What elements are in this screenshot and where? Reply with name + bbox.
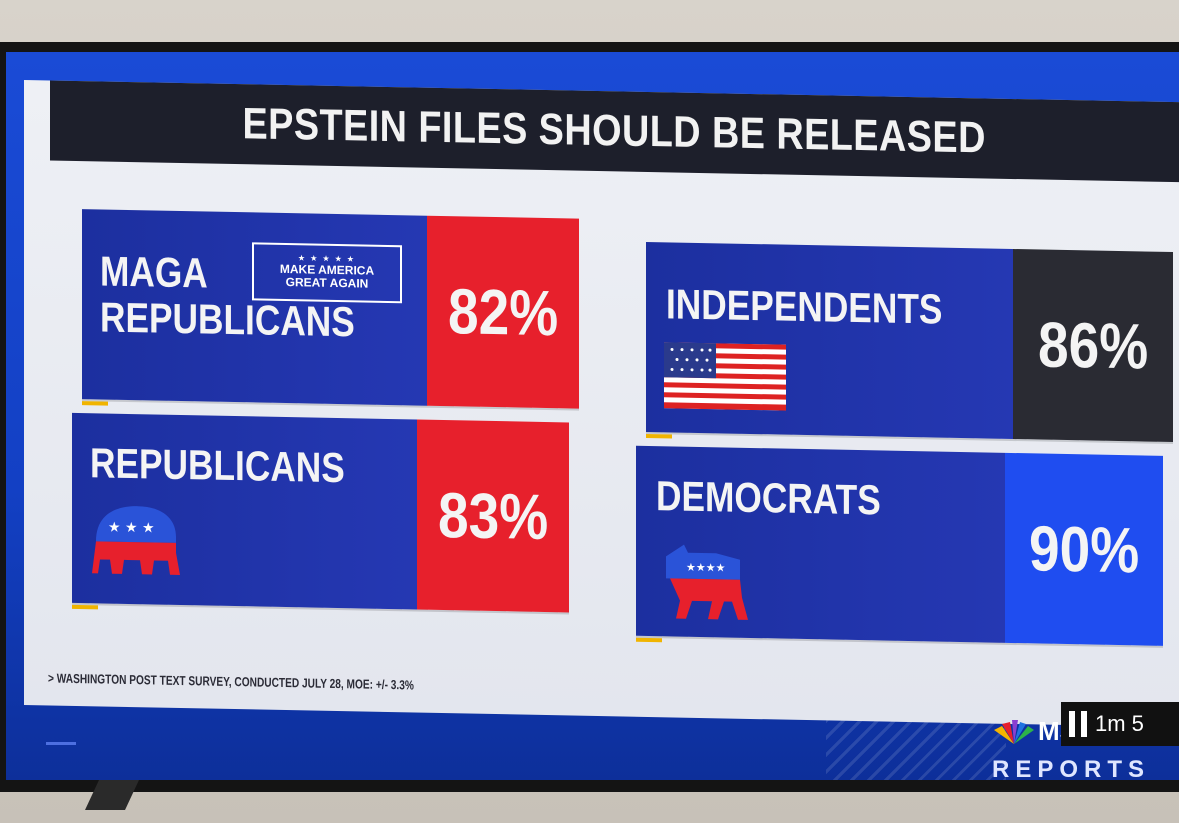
percent-box: 86% <box>1013 248 1173 443</box>
graphic-panel: EPSTEIN FILES SHOULD BE RELEASED MAGA RE… <box>24 80 1179 728</box>
decor-dash <box>46 742 76 745</box>
accent-underline <box>646 433 672 439</box>
percent-value: 83% <box>437 478 549 554</box>
percent-box: 90% <box>1005 452 1163 646</box>
headline-bar: EPSTEIN FILES SHOULD BE RELEASED <box>50 80 1179 183</box>
card-label-area: DEMOCRATS ★★★★ <box>636 445 1005 643</box>
card-democrats: DEMOCRATS ★★★★ 90% <box>636 445 1163 646</box>
percent-value: 86% <box>1037 308 1149 383</box>
percent-box: 83% <box>417 419 569 613</box>
accent-underline <box>72 604 98 610</box>
network-bug: MSN REPORTS 1m 5 <box>986 702 1179 780</box>
timer: 1m 5 <box>1095 711 1144 736</box>
card-label: MAGA <box>100 247 208 297</box>
card-label: DEMOCRATS <box>656 472 881 524</box>
svg-text:★ ★ ★: ★ ★ ★ <box>108 520 155 537</box>
card-label: INDEPENDENTS <box>666 280 943 333</box>
accent-underline <box>82 401 108 406</box>
card-label: REPUBLICANS <box>90 439 345 492</box>
percent-value: 82% <box>447 275 559 350</box>
card-label-area: INDEPENDENTS <box>646 241 1013 439</box>
card-independents: INDEPENDENTS <box>646 241 1173 443</box>
percent-value: 90% <box>1028 512 1140 587</box>
democrat-donkey-icon: ★★★★ <box>666 544 748 620</box>
card-republicans: REPUBLICANS ★ ★ ★ 83% <box>72 412 569 613</box>
svg-text:★★★★: ★★★★ <box>686 561 726 575</box>
tv-screen: EPSTEIN FILES SHOULD BE RELEASED MAGA RE… <box>6 52 1179 780</box>
card-label-area: REPUBLICANS ★ ★ ★ <box>72 412 417 610</box>
headline: EPSTEIN FILES SHOULD BE RELEASED <box>242 99 987 163</box>
card-maga-republicans: MAGA REPUBLICANS ★ ★ ★ ★ ★ MAKE AMERICA … <box>82 209 579 409</box>
card-label-area: MAGA REPUBLICANS ★ ★ ★ ★ ★ MAKE AMERICA … <box>82 209 427 406</box>
show-name: REPORTS <box>992 756 1151 780</box>
maga-badge: ★ ★ ★ ★ ★ MAKE AMERICA GREAT AGAIN <box>252 242 402 304</box>
american-flag-icon <box>664 342 786 411</box>
badge-line: GREAT AGAIN <box>285 275 369 291</box>
playback-indicator: 1m 5 <box>1061 702 1179 746</box>
peacock-logo-icon <box>994 720 1034 744</box>
pause-icon <box>1069 711 1087 737</box>
accent-underline <box>636 637 662 643</box>
card-label: REPUBLICANS <box>100 293 355 346</box>
source-note: > WASHINGTON POST TEXT SURVEY, CONDUCTED… <box>48 670 414 693</box>
republican-elephant-icon: ★ ★ ★ <box>92 506 180 575</box>
percent-box: 82% <box>427 215 579 409</box>
